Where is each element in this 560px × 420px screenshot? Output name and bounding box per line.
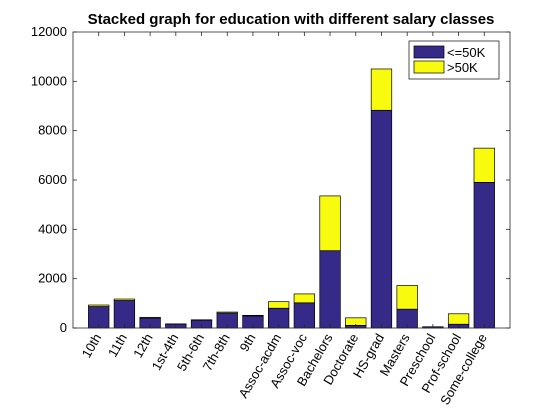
- bar-gt50k-bachelors: [319, 195, 341, 252]
- bar-gt50k-some-college: [473, 147, 495, 183]
- bar-gt50k-12th: [139, 316, 161, 319]
- bar-le50k-some-college: [473, 182, 495, 329]
- legend-label-le50k: <=50K: [447, 45, 486, 60]
- bar-le50k-11th: [113, 300, 136, 329]
- y-axis: 0 2000 4000 6000 8000 10000 12000: [31, 24, 510, 335]
- bar-gt50k-11th: [113, 298, 136, 301]
- bar-gt50k-prof-school: [447, 313, 470, 325]
- legend-swatch-le50k: [413, 45, 445, 59]
- chart-title: Stacked graph for education with differe…: [88, 11, 495, 28]
- bar-gt50k-10th: [88, 304, 110, 307]
- y-tick-label: 0: [60, 320, 67, 335]
- bar-gt50k-hs-grad: [370, 68, 393, 111]
- y-tick-label: 10000: [31, 73, 67, 88]
- y-tick-label: 2000: [38, 271, 67, 286]
- plot-frame: [72, 31, 511, 329]
- bar-gt50k-7th-8th: [216, 311, 238, 314]
- y-tick-label: 12000: [31, 24, 67, 39]
- bar-gt50k-masters: [396, 285, 418, 310]
- bar-gt50k-assoc-acdm: [268, 301, 290, 309]
- plot-area: [73, 32, 510, 328]
- legend-label-gt50k: >50K: [447, 60, 478, 75]
- bar-le50k-hs-grad: [370, 109, 393, 329]
- y-tick-label: 4000: [38, 221, 67, 236]
- bars-group: [88, 68, 495, 329]
- legend: <=50K>50K: [408, 40, 500, 80]
- bar-gt50k-9th: [242, 314, 264, 317]
- y-tick-label: 8000: [38, 123, 67, 138]
- bar-gt50k-assoc-voc: [293, 293, 315, 304]
- y-tick-label: 6000: [38, 172, 67, 187]
- legend-swatch-gt50k: [413, 60, 445, 74]
- bar-le50k-bachelors: [319, 250, 341, 329]
